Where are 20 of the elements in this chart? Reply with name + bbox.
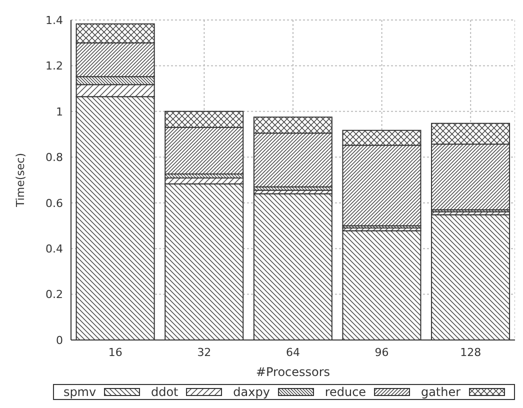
legend-label: spmv [63,385,96,399]
y-tick-label: 0.8 [46,151,63,164]
y-tick-label: 1.2 [46,60,63,73]
y-axis-title: Time(sec) [14,152,27,208]
x-tick-label: 96 [374,346,389,359]
x-axis-title: #Processors [256,365,330,379]
x-tick-label: 16 [108,346,122,359]
legend-label: ddot [150,385,178,399]
legend-label: gather [420,385,461,399]
y-tick-label: 0.6 [46,196,63,210]
y-tick-label: 0.4 [46,242,63,256]
legend-label: reduce [324,385,366,399]
x-tick-label: 64 [286,346,300,359]
y-tick-label: 0.2 [46,288,63,302]
x-tick-label: 128 [460,346,482,359]
y-tick-label: 1.4 [46,14,63,27]
y-tick-label: 0 [56,334,63,347]
y-tick-label: 1 [56,105,63,118]
x-tick-label: 32 [197,346,212,359]
legend-label: daxpy [233,385,270,399]
